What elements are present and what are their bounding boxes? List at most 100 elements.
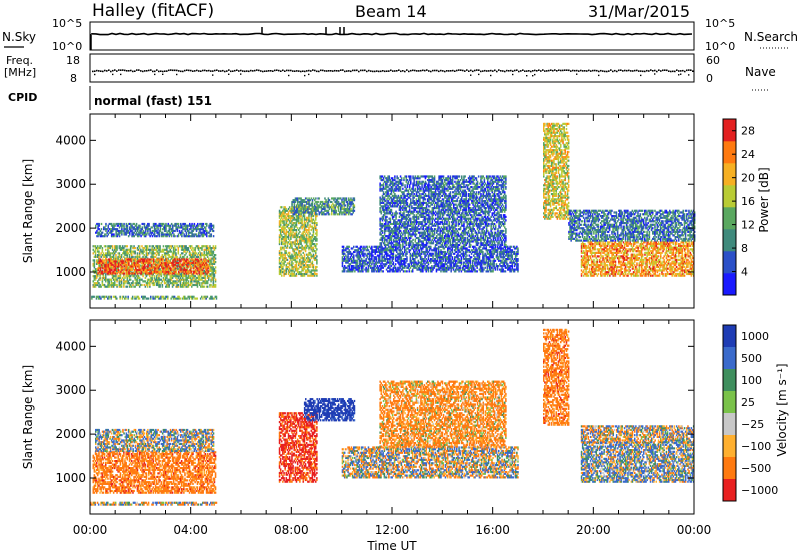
echo-cell-1 (190, 271, 192, 273)
echo-cell-0 (134, 251, 136, 253)
echo-cell-0 (175, 252, 177, 254)
freq-point (482, 70, 484, 72)
echo-cell-3 (304, 254, 306, 256)
freq-point (680, 70, 682, 72)
freq-trace (92, 69, 694, 76)
echo-cell-0 (102, 247, 104, 249)
freq-point (656, 71, 658, 73)
freq-point (240, 70, 242, 72)
freq-point (614, 70, 616, 72)
freq-point (160, 70, 162, 72)
freq-point (302, 70, 304, 72)
nsky-left-tick-bottom: 10^0 (52, 40, 82, 53)
echo-cell-0 (105, 245, 107, 247)
freq-point (336, 70, 338, 72)
freq-point (150, 69, 152, 71)
freq-point (586, 70, 588, 72)
nsky-left-tick-top: 10^5 (52, 17, 82, 30)
echo-cell-1 (203, 272, 205, 274)
freq-point (274, 70, 276, 72)
freq-point (518, 71, 520, 73)
freq-point (398, 69, 400, 71)
echo-cell-4 (346, 197, 348, 199)
freq-point (644, 71, 646, 73)
freq-point (556, 70, 558, 72)
freq-point (666, 70, 668, 72)
freq-point (232, 70, 234, 72)
echo-cell-1 (186, 269, 188, 271)
freq-point (370, 70, 372, 72)
freq-point (396, 70, 398, 72)
echo-cell-4 (315, 197, 317, 199)
freq-point (412, 70, 414, 72)
echo-cell-0 (178, 284, 180, 286)
freq-point (170, 69, 172, 71)
freq-point (604, 71, 606, 73)
freq-point (372, 71, 374, 73)
freq-point (554, 69, 556, 71)
echo-cell-1 (177, 265, 179, 267)
echo-cell-0 (215, 270, 217, 272)
echo-cell-3 (281, 275, 283, 277)
echo-cell-2 (174, 235, 176, 237)
echo-cell-3 (286, 250, 288, 252)
freq-point (390, 70, 392, 72)
freq-point (478, 69, 480, 71)
nave-point (526, 75, 527, 76)
freq-point (350, 71, 352, 73)
freq-point (472, 71, 474, 73)
nave-point (304, 75, 305, 76)
echo-cell-2 (206, 223, 208, 225)
echo-cell-0 (105, 273, 107, 275)
freq-point (620, 69, 622, 71)
freq-point (304, 71, 306, 73)
freq-point (662, 70, 664, 72)
freq-point (584, 70, 586, 72)
freq-point (380, 71, 382, 73)
freq-point (216, 69, 218, 71)
cpid-panel: CPID normal (fast) 151 (8, 86, 212, 110)
echo-cell-4 (300, 208, 302, 210)
freq-point (544, 70, 546, 72)
freq-point (600, 70, 602, 72)
echo-cell-1 (116, 258, 118, 260)
freq-point (288, 70, 290, 72)
echo-cell-0 (162, 284, 164, 286)
echo-cell-4 (317, 201, 319, 203)
freq-point (480, 71, 482, 73)
freq-point (664, 69, 666, 71)
freq-point (498, 69, 500, 71)
freq-point (92, 71, 94, 73)
echo-cell-2 (144, 223, 146, 225)
freq-point (474, 70, 476, 72)
freq-point (198, 70, 200, 72)
freq-point (358, 71, 360, 73)
freq-point (94, 70, 96, 72)
echo-cell-5 (404, 246, 406, 248)
freq-point (504, 71, 506, 73)
freq-point (190, 70, 192, 72)
freq-point (678, 70, 680, 72)
echo-cell-1 (207, 260, 209, 262)
freq-point (452, 70, 454, 72)
echo-cell-0 (115, 254, 117, 256)
freq-point (242, 70, 244, 72)
freq-point (580, 70, 582, 72)
freq-point (618, 70, 620, 72)
freq-point (246, 70, 248, 72)
echo-cell-0 (215, 266, 217, 268)
freq-point (538, 69, 540, 71)
freq-point (290, 70, 292, 72)
nsky-right-tick-top: 10^5 (705, 17, 735, 30)
echo-cell-0 (134, 247, 136, 249)
nave-tick-bottom: 0 (706, 72, 713, 85)
echo-cell-5 (353, 246, 355, 248)
freq-point (98, 70, 100, 72)
freq-point (540, 70, 542, 72)
echo-cell-0 (147, 245, 149, 247)
echo-cell-3 (297, 240, 299, 242)
freq-point (488, 70, 490, 72)
freq-point (334, 70, 336, 72)
freq-point (470, 70, 472, 72)
freq-point (424, 70, 426, 72)
